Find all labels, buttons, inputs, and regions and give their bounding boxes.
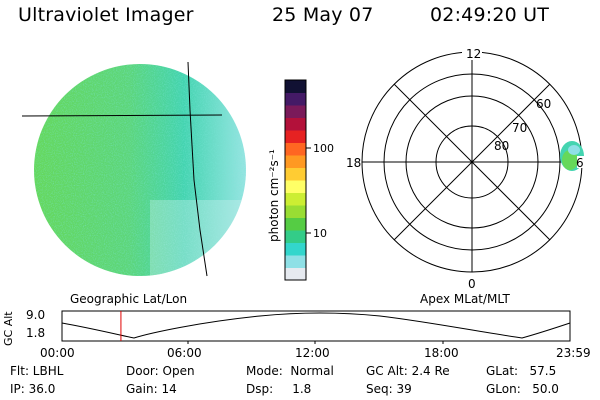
- colorbar-frame: [284, 79, 307, 281]
- colorbar-segment: [285, 80, 306, 93]
- mlat-label-80: 80: [494, 139, 509, 153]
- geographic-caption: Geographic Lat/Lon: [70, 292, 188, 306]
- colorbar-segment: [285, 130, 306, 143]
- colorbar-segment: [285, 155, 306, 168]
- longitude-line: [187, 61, 208, 277]
- status-seq: Seq: 39: [366, 382, 412, 396]
- colorbar-segment: [285, 205, 306, 218]
- colorbar-segment: [285, 92, 306, 106]
- status-filter: Flt: LBHL: [10, 364, 64, 378]
- colorbar-segment: [285, 267, 306, 281]
- colorbar-segment: [285, 167, 306, 181]
- colorbar-segment: [285, 255, 306, 268]
- status-ip: IP: 36.0: [10, 382, 56, 396]
- timeline-frame: [61, 310, 571, 342]
- timeline-ytick-top: 9.0: [26, 308, 46, 322]
- polar-diagonal-2: [393, 83, 551, 241]
- colorbar-segment: [285, 117, 306, 131]
- colorbar-segment: [285, 230, 306, 243]
- colorbar-segment: [285, 105, 306, 118]
- status-gc-alt: GC Alt: 2.4 Re: [366, 364, 450, 378]
- polar-plot: 6 12 18 0 60 70 80: [346, 46, 591, 291]
- timeline-xtick-2: 12:00: [295, 346, 330, 360]
- status-glat: GLat: 57.5: [486, 364, 557, 378]
- colorbar: [285, 80, 306, 281]
- status-dsp: Dsp: 1.8: [246, 382, 312, 396]
- status-glon: GLon: 50.0: [486, 382, 559, 396]
- colorbar-label-100: 100: [313, 142, 334, 155]
- timeline-xtick-4: 23:59: [556, 346, 591, 360]
- imager-title: Ultraviolet Imager: [18, 4, 194, 26]
- status-door: Door: Open: [126, 364, 195, 378]
- mlt-label-12: 12: [466, 47, 481, 61]
- apex-caption: Apex MLat/MLT: [420, 292, 510, 306]
- mlat-label-60: 60: [536, 97, 551, 111]
- status-gain: Gain: 14: [126, 382, 177, 396]
- mlt-label-0: 0: [468, 277, 476, 291]
- timeline-axis-label: GC Alt: [2, 311, 15, 346]
- timeline-xtick-0: 00:00: [40, 346, 75, 360]
- observation-time: 02:49:20 UT: [430, 4, 550, 26]
- colorbar-segment: [285, 217, 306, 231]
- colorbar-segment: [285, 242, 306, 256]
- mlt-label-6: 6: [576, 156, 584, 170]
- colorbar-label-10: 10: [313, 227, 327, 240]
- mlat-label-70: 70: [512, 121, 527, 135]
- altitude-timeline: [61, 310, 571, 344]
- status-mode: Mode: Normal: [246, 364, 334, 378]
- timeline-xtick-3: 18:00: [424, 346, 459, 360]
- timeline-xtick-1: 06:00: [167, 346, 202, 360]
- latitude-line: [21, 114, 223, 117]
- timeline-ytick-bottom: 1.8: [26, 326, 46, 340]
- altitude-curve: [61, 312, 571, 339]
- colorbar-unit-label: photon cm⁻²s⁻¹: [267, 149, 281, 242]
- observation-date: 25 May 07: [272, 4, 374, 26]
- colorbar-segment: [285, 192, 306, 206]
- colorbar-segment: [285, 180, 306, 193]
- geographic-disk: [21, 61, 246, 277]
- colorbar-segment: [285, 142, 306, 156]
- mlt-label-18: 18: [346, 156, 361, 170]
